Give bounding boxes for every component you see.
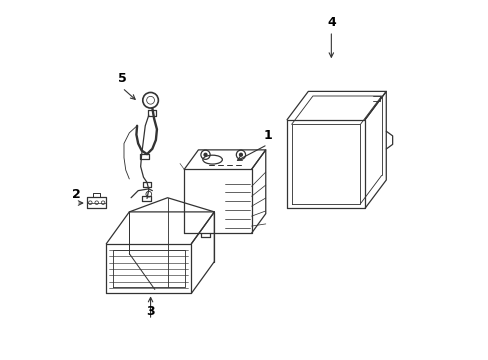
Circle shape [203, 153, 207, 157]
Text: 5: 5 [118, 72, 126, 85]
Text: 4: 4 [326, 16, 335, 29]
Circle shape [238, 153, 243, 157]
Text: 2: 2 [72, 188, 81, 201]
Text: 1: 1 [263, 129, 271, 142]
Text: 3: 3 [146, 305, 155, 318]
